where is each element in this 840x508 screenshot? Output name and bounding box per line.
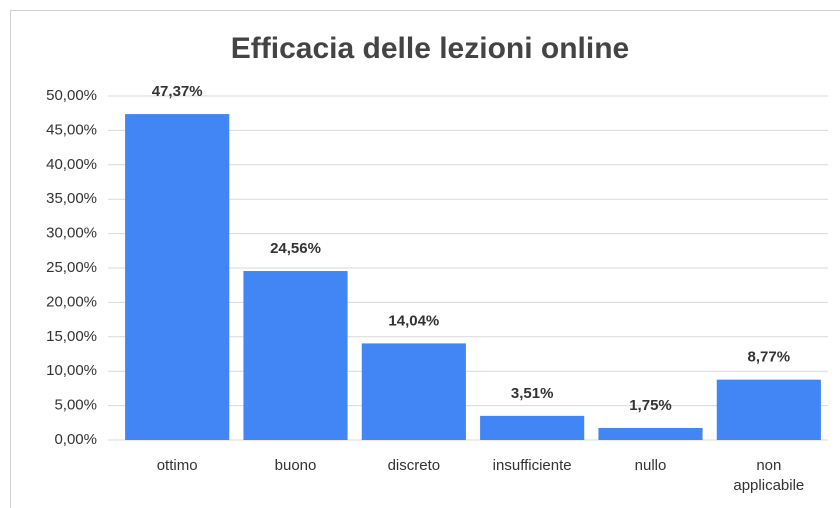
value-label: 3,51% (511, 385, 554, 402)
chart-title: Efficacia delle lezioni online (231, 32, 629, 65)
x-tick-label: nullo (634, 457, 667, 474)
y-tick-label: 45,00% (46, 121, 97, 138)
value-label: 47,37% (152, 83, 203, 100)
x-tick-label: ottimo (156, 457, 198, 474)
x-tick-label-box: ottimo (132, 456, 222, 476)
y-tick-label: 10,00% (46, 362, 97, 379)
y-tick-label: 5,00% (54, 397, 97, 414)
y-tick-label: 0,00% (54, 431, 97, 448)
x-tick-label: non applicabile (733, 457, 805, 494)
bar (125, 114, 230, 441)
value-label: 8,77% (748, 349, 791, 366)
value-label: 1,75% (629, 397, 672, 414)
y-tick-label: 25,00% (46, 259, 97, 276)
x-tick-label-box: discreto (369, 456, 459, 476)
x-tick-label-box: non applicabile (724, 456, 814, 496)
x-tick-label: buono (274, 457, 317, 474)
x-tick-label: discreto (387, 457, 441, 474)
bar (243, 271, 348, 440)
chart-border (10, 10, 840, 508)
x-tick-label-box: buono (251, 456, 341, 476)
y-tick-label: 20,00% (46, 293, 97, 310)
x-tick-label: insufficiente (492, 457, 572, 474)
bar (716, 379, 821, 440)
y-tick-label: 50,00% (46, 87, 97, 104)
y-tick-label: 40,00% (46, 156, 97, 173)
bar (598, 427, 703, 440)
value-label: 24,56% (270, 240, 321, 257)
bar (480, 415, 585, 440)
bar (361, 343, 466, 440)
y-tick-label: 30,00% (46, 225, 97, 242)
x-tick-label-box: nullo (606, 456, 696, 476)
y-tick-label: 15,00% (46, 328, 97, 345)
y-tick-label: 35,00% (46, 190, 97, 207)
x-tick-label-box: insufficiente (487, 456, 577, 476)
value-label: 14,04% (388, 312, 439, 329)
